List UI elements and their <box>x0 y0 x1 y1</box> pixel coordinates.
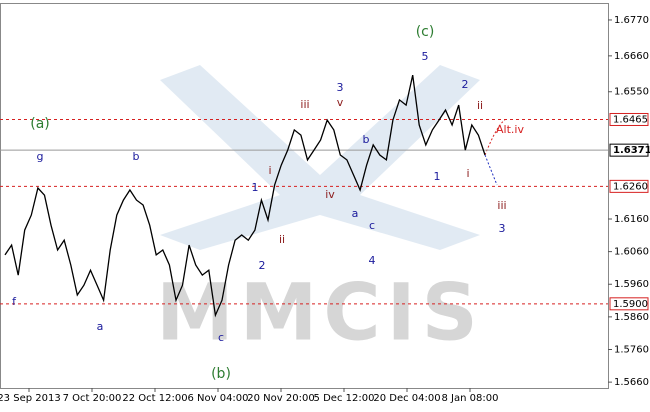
wave-label: Alt.iv <box>496 123 524 136</box>
wave-label: a <box>352 207 359 220</box>
y-tick-label: 1.5760 <box>614 345 649 356</box>
wave-label: g <box>37 150 44 163</box>
wave-label: 1 <box>434 170 441 183</box>
level-box <box>609 297 649 311</box>
projection <box>484 154 498 186</box>
wave-label: ii <box>477 99 483 112</box>
level-label: 1.6260 <box>613 181 648 192</box>
wave-label: 2 <box>462 78 469 91</box>
wave-label: 2 <box>259 259 266 272</box>
x-tick-label: 22 Oct 12:00 <box>122 393 187 404</box>
level-box <box>609 112 649 126</box>
x-tick-label: 6 Nov 04:00 <box>187 393 248 404</box>
level-box <box>609 179 649 193</box>
y-tick-label: 1.5860 <box>614 312 649 323</box>
watermark-shape <box>160 65 480 250</box>
wave-label: 3 <box>499 222 506 235</box>
wave-label: (c) <box>416 24 435 40</box>
wave-label: c <box>218 331 224 344</box>
wave-label: i <box>466 167 469 180</box>
level-label: 1.5900 <box>613 299 648 310</box>
price-line <box>4 74 486 318</box>
x-tick-label: 20 Nov 20:00 <box>247 393 314 404</box>
wave-label: ii <box>279 233 285 246</box>
level-label: 1.6465 <box>613 114 648 125</box>
wave-label: a <box>97 320 104 333</box>
wave-label: v <box>337 96 344 109</box>
x-tick-label: 5 Dec 12:00 <box>314 393 375 404</box>
wave-label: iii <box>497 199 506 212</box>
wave-label: c <box>369 219 375 232</box>
y-tick-label: 1.6770 <box>614 15 649 26</box>
x-tick-label: 7 Oct 20:00 <box>63 393 122 404</box>
wave-label: b <box>363 133 370 146</box>
watermark: MMCIS <box>156 268 484 358</box>
y-tick-label: 1.6060 <box>614 247 649 258</box>
wave-label: b <box>133 150 140 163</box>
x-tick-label: 20 Dec 04:00 <box>373 393 440 404</box>
wave-label: (a) <box>30 116 50 132</box>
wave-label: f <box>12 295 17 308</box>
plot-frame <box>0 3 609 389</box>
wave-label: iii <box>300 98 309 111</box>
wave-label: iv <box>325 188 335 201</box>
wave-label: 4 <box>369 254 376 267</box>
y-tick-label: 1.5660 <box>614 377 649 388</box>
wave-label: i <box>268 164 271 177</box>
x-tick-label: 23 Sep 2013 <box>0 393 61 404</box>
current-price-label: 1.6371 <box>613 145 650 156</box>
wave-label: (b) <box>211 366 231 382</box>
y-tick-label: 1.6550 <box>614 87 649 98</box>
y-tick-label: 1.6660 <box>614 51 649 62</box>
x-tick-label: 8 Jan 08:00 <box>442 393 499 404</box>
wave-label: 5 <box>422 50 429 63</box>
y-tick-label: 1.6160 <box>614 214 649 225</box>
wave-label: 3 <box>337 81 344 94</box>
wave-label: 1 <box>252 181 259 194</box>
current-price-box <box>609 143 649 157</box>
y-tick-label: 1.5960 <box>614 279 649 290</box>
